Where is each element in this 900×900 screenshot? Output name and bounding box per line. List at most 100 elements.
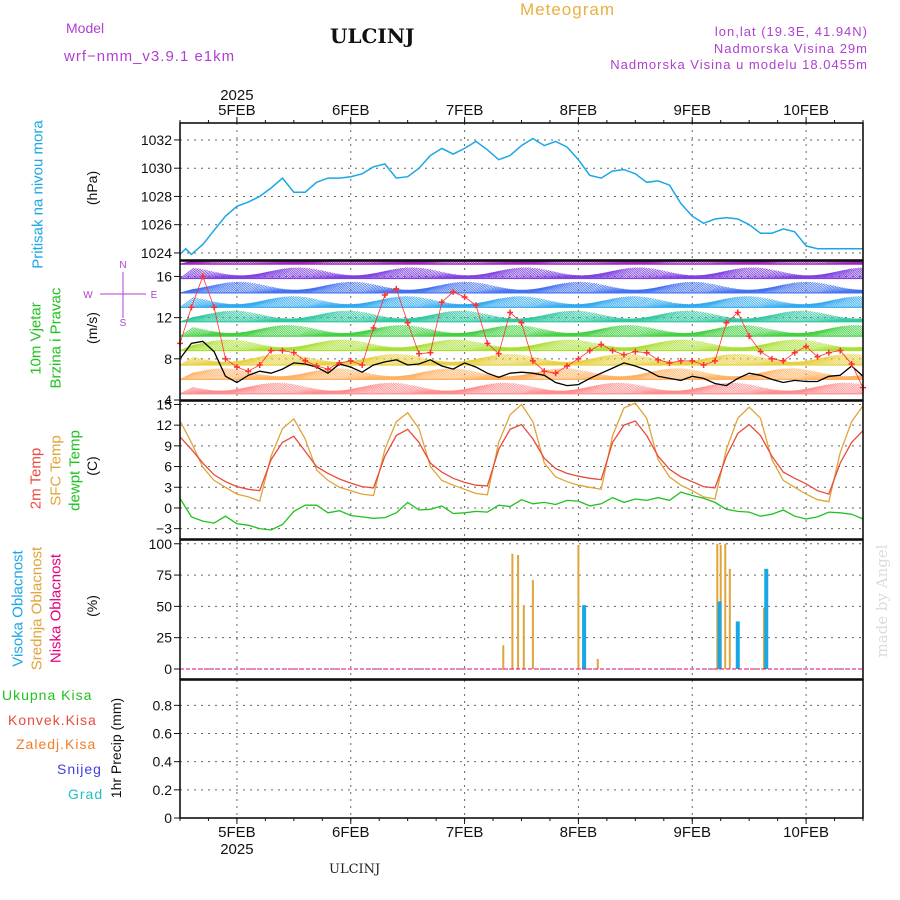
wind-barb: [639, 315, 655, 323]
wind-barb: [523, 343, 538, 351]
wind-barb: [776, 261, 783, 265]
wind-barb: [268, 296, 284, 308]
wind-barb: [669, 282, 684, 294]
wind-barb: [375, 325, 391, 337]
wind-barb: [528, 261, 540, 265]
wind-barb: [452, 281, 468, 294]
wind-barb: [386, 383, 402, 395]
wind-barb: [373, 270, 388, 279]
wind-barb: [808, 329, 823, 337]
wind-barb: [498, 268, 513, 279]
wind-barb: [819, 299, 834, 308]
wind-barb: [371, 270, 386, 279]
wind-barb: [386, 324, 402, 337]
wind-barb: [375, 287, 390, 294]
wind-barb: [660, 339, 675, 351]
wind-barb: [712, 316, 727, 323]
wind-barb: [468, 372, 484, 380]
wind-barb: [671, 310, 687, 323]
wind-barb: [516, 356, 532, 366]
wind-barb: [339, 261, 344, 265]
wind-barb: [685, 331, 700, 337]
wind-barb: [250, 383, 265, 395]
wind-barb: [753, 315, 768, 323]
wind-barb: [409, 288, 425, 294]
wind-barb: [279, 296, 295, 308]
wind-barb: [186, 370, 202, 380]
wind-barb: [541, 284, 557, 294]
wind-barb: [753, 328, 768, 337]
wind-barb: [614, 324, 630, 337]
wind-barb: [425, 360, 440, 366]
wind-barb: [220, 281, 236, 294]
wind-barb: [371, 316, 386, 323]
wind-barb: [359, 273, 374, 279]
wind-barb: [541, 368, 557, 380]
wind-barb: [846, 383, 862, 395]
top-date-label: 9FEB: [673, 102, 711, 119]
page-title: ULCINJ: [330, 24, 415, 48]
wind-barb: [726, 296, 741, 308]
wind-barb: [393, 384, 409, 395]
wind-barb: [548, 339, 564, 351]
wind-barb: [509, 267, 525, 279]
cloud-bar: [762, 607, 765, 669]
wind-barb: [238, 385, 254, 395]
wind-barb: [764, 340, 780, 351]
wind-barb: [792, 369, 807, 380]
wind-barb: [789, 369, 805, 380]
wind-barb: [767, 271, 782, 279]
wind-barb: [241, 283, 256, 294]
wind-barb: [382, 268, 397, 279]
wind-barb: [621, 267, 636, 279]
wind-barb: [569, 261, 574, 265]
wind-barb: [348, 282, 363, 294]
wind-barb: [805, 302, 821, 308]
wind-barb: [512, 355, 527, 366]
wind-barb: [184, 288, 199, 294]
wind-barb: [660, 302, 675, 308]
wind-barb: [635, 297, 650, 308]
wind-barb: [416, 261, 428, 265]
wind-barb: [824, 316, 839, 323]
wind-barb: [188, 287, 204, 294]
wind-barb: [234, 358, 249, 366]
wind-barb: [286, 385, 302, 395]
wind-barb: [425, 271, 441, 279]
wind-barb: [245, 273, 261, 279]
wind-barb: [594, 354, 609, 366]
wind-barb: [482, 271, 497, 279]
wind-barb: [755, 287, 771, 294]
top-date-label: 5FEB: [218, 102, 256, 119]
wind-barb: [719, 382, 734, 395]
wind-barb: [815, 314, 830, 323]
wind-barb: [839, 382, 855, 395]
wind-barb: [728, 296, 743, 308]
wind-barb: [755, 261, 768, 265]
wind-barb: [211, 273, 226, 279]
wind-barb: [405, 344, 420, 351]
wind-barb: [243, 301, 258, 308]
wind-barb: [769, 340, 784, 351]
wind-barb: [325, 339, 340, 351]
wind-barb: [450, 388, 466, 395]
wind-tick-label: 4: [164, 392, 172, 408]
wind-barb: [805, 342, 821, 351]
wind-barb: [195, 313, 211, 323]
wind-barb: [619, 324, 634, 337]
wind-barb: [603, 325, 618, 337]
wind-barb: [705, 272, 721, 279]
wind-barb: [250, 314, 265, 323]
wind-barb: [407, 356, 422, 366]
wind-barb: [318, 311, 334, 323]
wind-barb: [407, 297, 422, 308]
wind-barb: [330, 261, 336, 265]
wind-barb: [207, 283, 222, 294]
wind-barb: [518, 297, 534, 308]
wind-barb: [514, 325, 529, 337]
precip-legend-frz: Zaledj.Kisa: [16, 736, 97, 752]
wind-barb: [377, 297, 393, 308]
wind-barb: [685, 387, 700, 395]
wind-barb: [671, 339, 687, 351]
wind-compass-e: E: [151, 290, 158, 301]
